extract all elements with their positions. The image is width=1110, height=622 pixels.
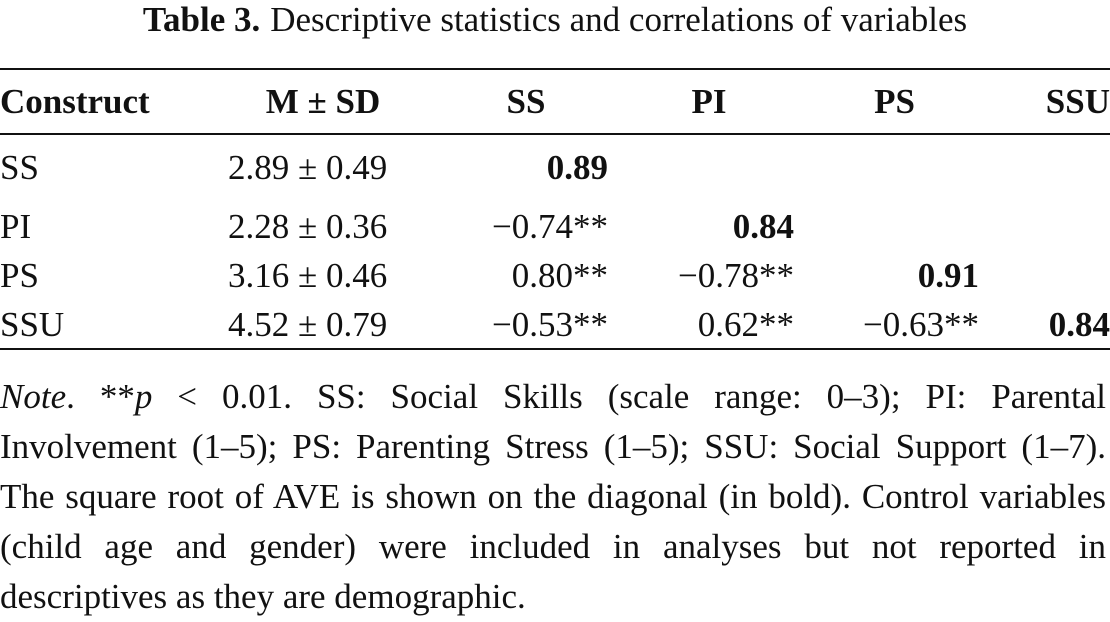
cell-empty <box>987 202 1110 251</box>
cell-correlation: −0.63** <box>863 304 979 344</box>
table-row: SSU 4.52 ± 0.79 −0.53** 0.62** −0.63** 0… <box>0 300 1110 349</box>
top-rule <box>0 68 1110 70</box>
header-ss: SS <box>506 82 546 121</box>
table-row: PS 3.16 ± 0.46 0.80** −0.78** 0.91 <box>0 251 1110 300</box>
note-lead: Note <box>0 377 67 416</box>
cell-correlation: −0.53** <box>492 304 608 344</box>
cell-empty <box>802 134 987 202</box>
header-rule <box>0 133 1110 135</box>
note-body: < 0.01. SS: Social Skills (scale range: … <box>0 377 1107 616</box>
header-construct: Construct <box>0 82 150 121</box>
cell-empty <box>987 251 1110 300</box>
note-stars: ** <box>99 377 135 416</box>
cell-correlation: −0.74** <box>492 206 608 246</box>
cell-empty <box>802 202 987 251</box>
cell-diagonal: 0.84 <box>1048 304 1110 344</box>
cell-correlation: 0.62** <box>697 304 794 344</box>
caption-label: Table 3. <box>142 0 261 39</box>
table-row: SS 2.89 ± 0.49 0.89 <box>0 134 1110 202</box>
row-construct: SS <box>0 148 39 187</box>
row-mean-sd: 2.28 ± 0.36 <box>228 206 388 246</box>
row-mean-sd: 3.16 ± 0.46 <box>228 255 388 295</box>
caption-title: Descriptive statistics and correlations … <box>270 0 968 39</box>
table-caption: Table 3. Descriptive statistics and corre… <box>0 0 1110 40</box>
note-p-symbol: p <box>134 377 153 416</box>
header-ps: PS <box>874 82 915 121</box>
table-note: Note. **p < 0.01. SS: Social Skills (sca… <box>0 377 1107 616</box>
row-mean-sd: 2.89 ± 0.49 <box>228 148 388 187</box>
row-mean-sd: 4.52 ± 0.79 <box>228 304 388 344</box>
header-ssu: SSU <box>1045 82 1110 121</box>
cell-diagonal: 0.84 <box>732 206 794 246</box>
header-row: Construct M ± SD SS PI PS SSU <box>0 70 1110 134</box>
row-construct: SSU <box>0 304 65 344</box>
bottom-rule <box>0 348 1110 350</box>
cell-empty <box>987 134 1110 202</box>
row-construct: PI <box>0 206 32 246</box>
cell-correlation: 0.80** <box>511 255 608 295</box>
cell-correlation: −0.78** <box>678 255 794 295</box>
cell-diagonal: 0.89 <box>546 148 608 187</box>
header-mean-sd: M ± SD <box>265 82 381 121</box>
table-row: PI 2.28 ± 0.36 −0.74** 0.84 <box>0 202 1110 251</box>
cell-empty <box>616 134 802 202</box>
cell-diagonal: 0.91 <box>917 255 979 295</box>
row-construct: PS <box>0 255 39 295</box>
statistics-table: Construct M ± SD SS PI PS SSU SS 2.89 ± … <box>0 70 1110 349</box>
header-pi: PI <box>691 82 727 121</box>
